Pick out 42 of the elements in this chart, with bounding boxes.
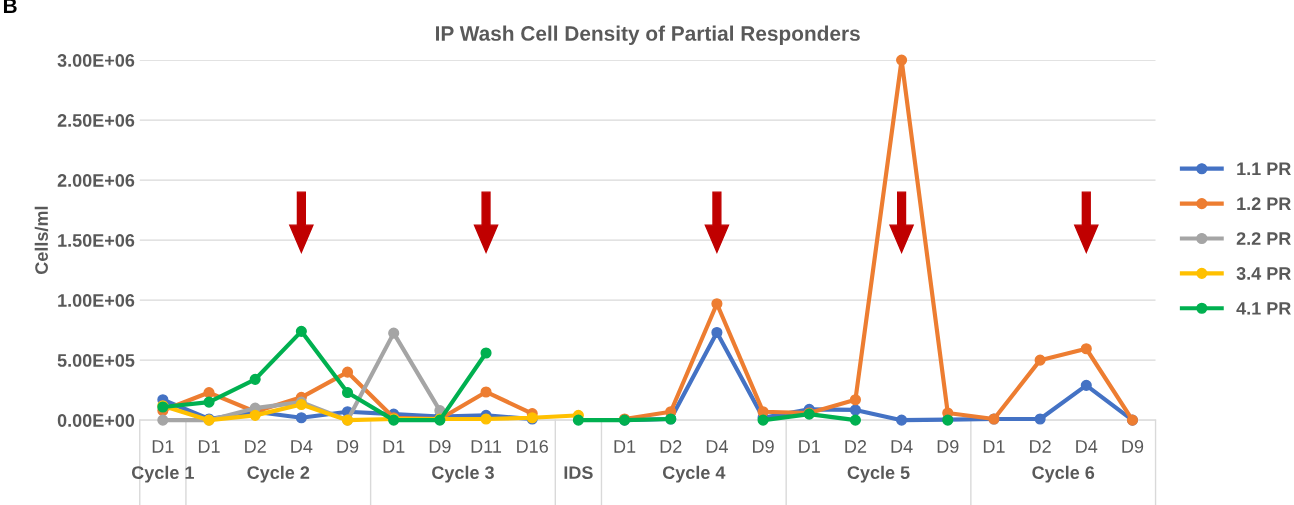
x-tick-label: D9 <box>337 440 359 453</box>
y-axis-title: Cells/ml <box>34 206 49 275</box>
text: Cycle 4 <box>662 465 726 483</box>
x-tick-label: D2 <box>845 440 867 453</box>
x-tick-label: D1 <box>983 440 1005 453</box>
x-tick-label: D4 <box>1076 440 1098 453</box>
x-tick-label: D1 <box>799 440 820 453</box>
legend-label: 1.2 PR <box>1237 197 1291 210</box>
text: Cycle 5 <box>847 465 910 483</box>
y-tick-label: 2.00E+06 <box>57 174 135 187</box>
x-tick-label: D4 <box>891 440 913 453</box>
x-tick-label: D9 <box>937 440 959 453</box>
y-tick-label: 5.00E+05 <box>57 354 135 367</box>
x-tick-label: D4 <box>706 440 728 453</box>
x-tick-label: D11 <box>471 440 502 453</box>
text: Cycle 6 <box>1032 465 1095 483</box>
x-tick-label: D9 <box>429 440 451 453</box>
legend-label: 3.4 PR <box>1236 267 1291 280</box>
text: Cycle 1 <box>131 465 194 483</box>
chart-title: IP Wash Cell Density of Partial Responders <box>436 25 860 45</box>
x-tick-label: D16 <box>517 440 548 453</box>
x-tick-label: D2 <box>1030 440 1051 453</box>
legend-label: 4.1 PR <box>1236 302 1291 315</box>
x-tick-label: D1 <box>614 440 636 453</box>
y-tick-label: 1.00E+06 <box>58 294 135 307</box>
x-tick-label: D2 <box>660 440 682 453</box>
text: IDS <box>564 466 593 480</box>
x-tick-label: D9 <box>1122 440 1144 453</box>
y-tick-label: 2.50E+06 <box>57 114 135 127</box>
legend-label: 1.1 PR <box>1237 162 1291 176</box>
legend-label: 2.2 PR <box>1236 232 1291 245</box>
x-tick-label: D9 <box>753 440 774 453</box>
x-tick-label: D1 <box>198 440 220 453</box>
x-tick-label: D4 <box>291 440 313 453</box>
y-tick-label: 0.00E+00 <box>57 414 135 427</box>
y-tick-label: 1.50E+06 <box>58 234 135 247</box>
text: Cycle 3 <box>432 465 494 483</box>
y-tick-label: 3.00E+06 <box>57 54 135 67</box>
x-tick-label: D2 <box>245 440 266 453</box>
text: Cycle 2 <box>247 465 310 483</box>
x-tick-label: D1 <box>152 440 174 453</box>
x-tick-label: D1 <box>383 440 405 453</box>
